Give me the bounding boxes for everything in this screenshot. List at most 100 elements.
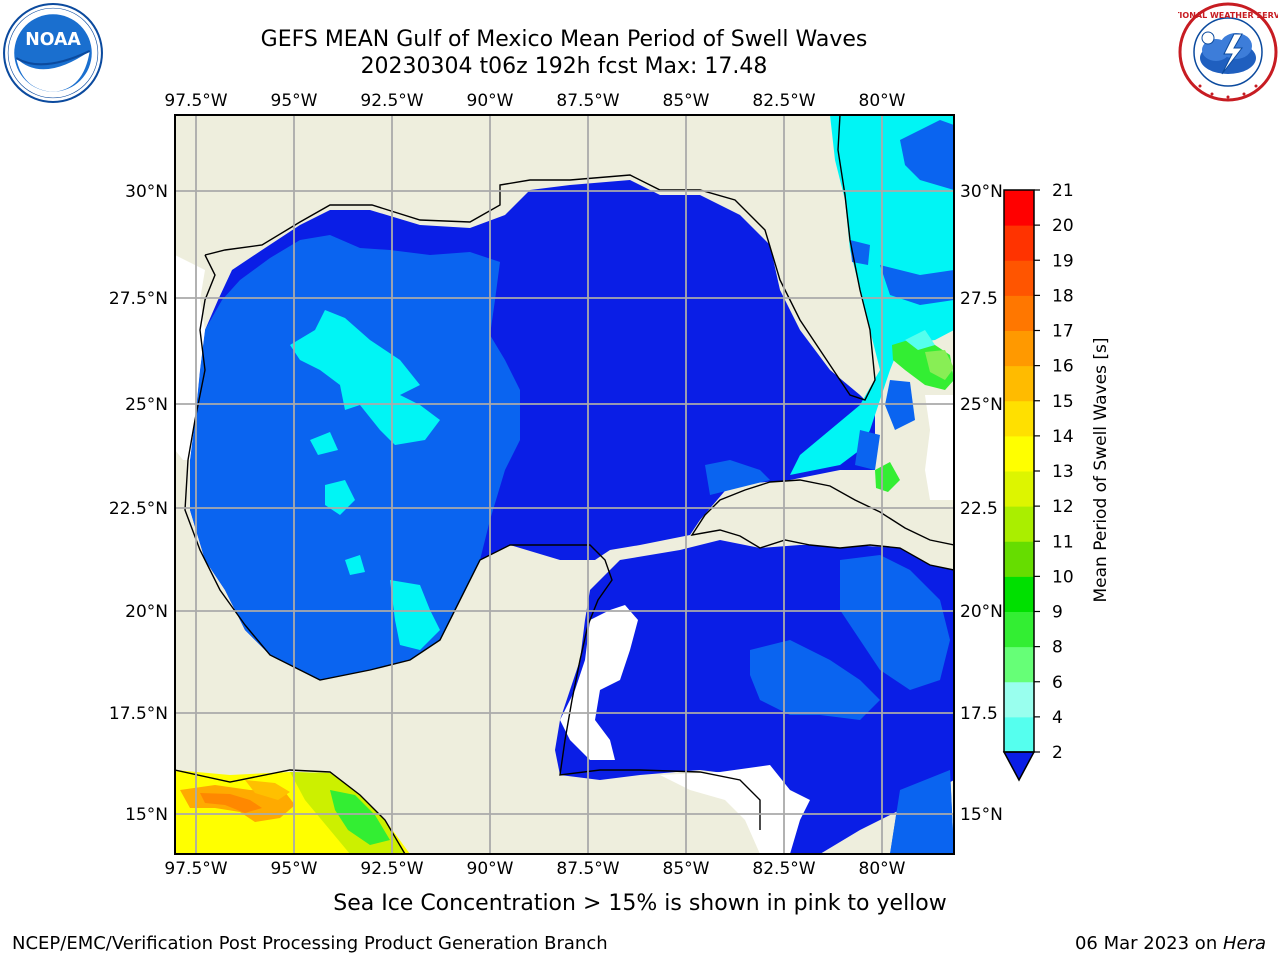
nws-ring-text: NATIONAL WEATHER SERVICE: [1178, 11, 1278, 20]
lat-labels-left: 30°N 27.5°N 25°N 22.5°N 20°N 17.5°N 15°N: [109, 182, 168, 825]
lat-label-left: 27.5°N: [109, 289, 168, 309]
colorbar-segment: [1004, 330, 1034, 367]
atlantic-blue-patch-1: [900, 120, 954, 190]
footer-date: 06 Mar 2023 on Hera: [1075, 933, 1266, 954]
lon-label-top: 95°W: [271, 91, 318, 111]
atlantic-blue-patch-5: [855, 430, 880, 470]
us-coastline: [204, 115, 876, 401]
lon-label-bottom: 82.5°W: [752, 859, 815, 879]
colorbar-tick-label: 10: [1052, 567, 1074, 587]
atlantic-blue-patch-3: [850, 240, 870, 265]
lon-label-bottom: 90°W: [467, 859, 514, 879]
lat-label-left: 25°N: [125, 395, 168, 415]
lon-label-bottom: 80°W: [859, 859, 906, 879]
colorbar-segment: [1004, 225, 1034, 261]
no-data-bahamas: [925, 395, 954, 500]
lat-label-right: 15°N: [960, 805, 1003, 825]
lon-label-bottom: 97.5°W: [164, 859, 227, 879]
gulf-cyan-patch-2: [390, 580, 440, 650]
pacific-green: [330, 790, 390, 845]
noaa-logo: NOAA: [3, 3, 103, 103]
lat-labels-right: 30°N 27.5 25°N 22.5 20°N 17.5 15°N: [960, 182, 1003, 825]
footer-host: Hera: [1222, 933, 1266, 954]
colorbar-tick-label: 14: [1052, 427, 1074, 447]
bahamas-green-light: [925, 350, 954, 380]
atlantic-cyan: [790, 115, 954, 475]
colorbar-segment: [1004, 190, 1034, 226]
lon-label-bottom: 95°W: [271, 859, 318, 879]
lat-label-left: 22.5°N: [109, 499, 168, 519]
caribbean-medium-blue-7: [890, 770, 954, 854]
gridlines: [175, 115, 954, 854]
lat-label-left: 17.5°N: [109, 704, 168, 724]
pacific-orange-2: [245, 780, 290, 800]
colorbar-segment: [1004, 435, 1034, 472]
central-america-coastline: [175, 769, 406, 854]
map-title: GEFS MEAN Gulf of Mexico Mean Period of …: [260, 27, 868, 52]
lon-label-top: 97.5°W: [164, 91, 227, 111]
colorbar-tick-label: 6: [1052, 673, 1063, 693]
lon-label-top: 82.5°W: [752, 91, 815, 111]
gulf-cyan-patch-5: [345, 555, 365, 575]
gulf-cyan-patch-4: [310, 432, 338, 455]
colorbar-tick-label: 18: [1052, 286, 1074, 306]
sea-ice-note: Sea Ice Concentration > 15% is shown in …: [333, 891, 947, 916]
colorbar-segment: [1004, 541, 1034, 577]
gulf-medium-blue: [190, 235, 520, 680]
colorbar-tick-label: 16: [1052, 357, 1074, 377]
caribbean-medium-blue-5: [750, 640, 880, 720]
lon-label-bottom: 92.5°W: [360, 859, 423, 879]
colorbar-segment: [1004, 295, 1034, 331]
footer-credit: NCEP/EMC/Verification Post Processing Pr…: [12, 933, 608, 954]
colorbar-segment: [1004, 400, 1034, 437]
lat-label-left: 15°N: [125, 805, 168, 825]
lon-label-top: 90°W: [467, 91, 514, 111]
lon-labels-top: 97.5°W 95°W 92.5°W 90°W 87.5°W 85°W 82.5…: [164, 91, 905, 111]
lat-label-left: 20°N: [125, 602, 168, 622]
map-frame: [174, 114, 955, 855]
colorbar-segment: [1004, 576, 1034, 612]
colorbar-segment: [1004, 365, 1034, 402]
forecast-info: 20230304 t06z 192h fcst Max: 17.48: [360, 54, 768, 79]
colorbar-label: Mean Period of Swell Waves [s]: [1091, 338, 1111, 603]
lat-label-right: 27.5: [960, 289, 998, 309]
colorbar-tick-label: 21: [1052, 181, 1074, 201]
lat-label-right: 25°N: [960, 395, 1003, 415]
lon-label-bottom: 87.5°W: [556, 859, 619, 879]
bahamas-cyan-light: [905, 330, 935, 350]
lat-label-right: 22.5: [960, 499, 998, 519]
lon-labels-bottom: 97.5°W 95°W 92.5°W 90°W 87.5°W 85°W 82.5…: [164, 859, 905, 879]
colorbar-tick-label: 20: [1052, 216, 1074, 236]
colorbar-tick-label: 12: [1052, 497, 1074, 517]
lon-label-top: 80°W: [859, 91, 906, 111]
no-data-caribbean-south: [660, 765, 810, 854]
colorbar-extension: [1002, 751, 1036, 782]
colorbar-segment: [1004, 260, 1034, 296]
caribbean-medium-blue-6: [840, 555, 950, 690]
atlantic-blue-patch-2: [880, 265, 954, 305]
cuba-land: [690, 479, 954, 571]
colorbar-tick-label: 13: [1052, 462, 1074, 482]
colorbar-tick-label: 11: [1052, 532, 1074, 552]
no-data-west-edge: [175, 255, 205, 460]
mexico-coastline: [184, 254, 761, 830]
pacific-dark-orange: [200, 793, 262, 813]
lat-label-right: 17.5: [960, 704, 998, 724]
footer-date-text: 06 Mar 2023 on: [1074, 933, 1223, 954]
colorbar-tick-label: 19: [1052, 251, 1074, 271]
lon-label-top: 92.5°W: [360, 91, 423, 111]
colorbar-tick-label: 4: [1052, 708, 1063, 728]
atlantic-blue-patch-4: [885, 380, 915, 430]
colorbar-segment: [1004, 611, 1034, 648]
noaa-logo-text: NOAA: [25, 30, 81, 50]
map-area: [175, 115, 954, 854]
colorbar-tick-label: 9: [1052, 603, 1063, 623]
colorbar-segment: [1004, 681, 1034, 718]
colorbar: 2 4 6 8 9 10 11 12 13 14 15 16 17 18 19 20 21: [1002, 181, 1074, 782]
no-data-yucatan-east: [560, 605, 638, 760]
lat-label-right: 20°N: [960, 602, 1003, 622]
gulf-cyan-patch-1: [290, 310, 440, 445]
lon-label-top: 85°W: [663, 91, 710, 111]
colorbar-tick-label: 17: [1052, 322, 1074, 342]
